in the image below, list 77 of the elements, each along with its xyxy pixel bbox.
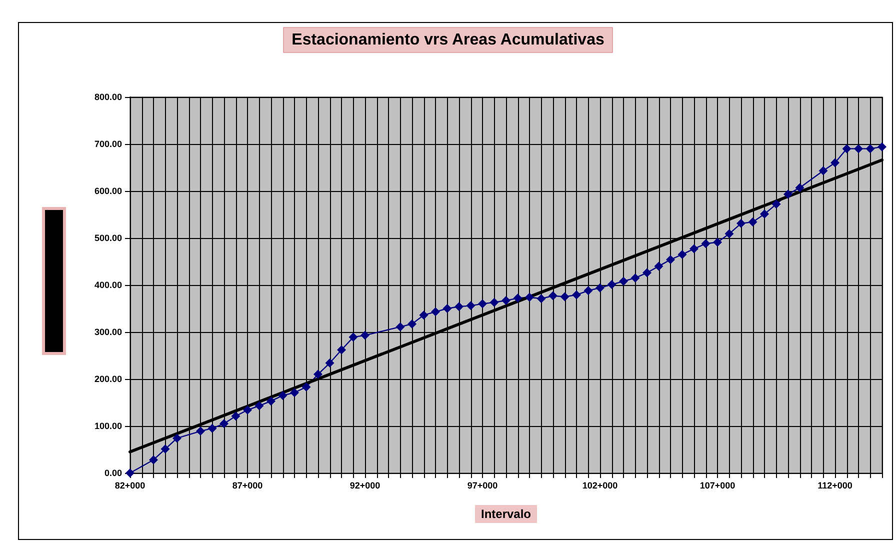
x-tick-label: 87+000 — [232, 480, 263, 490]
point — [160, 444, 170, 454]
point — [584, 286, 593, 296]
point — [314, 370, 322, 379]
x-tick-label: 82+000 — [114, 480, 146, 490]
x-tick-label: 107+000 — [700, 480, 736, 490]
y-tick-label: 300.00 — [94, 327, 122, 337]
x-tick-label: 102+000 — [582, 480, 618, 490]
point — [266, 396, 276, 406]
point — [642, 268, 652, 278]
point — [654, 262, 664, 271]
point — [243, 406, 252, 415]
y-tick-label: 800.00 — [94, 92, 122, 102]
point — [772, 200, 781, 209]
chart-title: Estacionamiento vrs Areas Acumulativas — [292, 32, 604, 48]
point — [748, 218, 758, 227]
point — [302, 382, 311, 392]
point — [478, 299, 487, 308]
point — [560, 292, 570, 302]
y-tick-label: 400.00 — [94, 280, 122, 290]
point — [866, 144, 875, 154]
point — [360, 330, 370, 340]
point — [408, 320, 416, 329]
point — [572, 290, 581, 300]
point — [795, 183, 804, 192]
point — [254, 401, 264, 410]
point — [713, 238, 722, 247]
point — [231, 412, 240, 421]
point — [431, 307, 440, 316]
point — [208, 424, 217, 433]
point — [502, 296, 510, 306]
point — [760, 210, 769, 219]
x-tick-label: 92+000 — [350, 480, 380, 490]
point — [818, 166, 828, 176]
point — [701, 239, 710, 248]
point — [736, 218, 746, 228]
y-tick-label: 500.00 — [94, 233, 122, 243]
point — [784, 190, 792, 199]
point — [442, 304, 452, 313]
point — [607, 280, 616, 290]
point — [830, 158, 840, 168]
x-axis-title: Intervalo — [480, 507, 532, 521]
x-tick-label: 112+000 — [818, 480, 852, 490]
y-tick-label: 200.00 — [94, 374, 122, 384]
point — [548, 291, 558, 300]
point — [854, 144, 863, 154]
y-tick-label: 100.00 — [94, 421, 122, 431]
point — [348, 332, 358, 342]
point — [724, 229, 734, 238]
point — [278, 390, 288, 400]
point — [536, 294, 546, 304]
point — [172, 434, 182, 443]
point — [596, 283, 604, 292]
y-tick-label: 0.00 — [104, 468, 122, 478]
point — [220, 419, 228, 428]
y-tick-label: 700.00 — [94, 139, 122, 149]
point — [196, 426, 205, 436]
point — [490, 298, 499, 307]
point — [690, 244, 698, 254]
y-tick-label: 600.00 — [94, 186, 122, 196]
point — [337, 345, 346, 354]
point — [454, 302, 464, 312]
point — [396, 322, 405, 332]
point — [466, 301, 476, 310]
point — [878, 142, 886, 152]
point — [619, 276, 628, 286]
point — [666, 255, 675, 264]
point — [678, 250, 687, 259]
point — [419, 310, 428, 320]
point — [525, 292, 534, 302]
point — [290, 388, 299, 398]
x-tick-label: 97+000 — [467, 480, 498, 490]
point — [630, 273, 640, 282]
point — [842, 144, 852, 154]
point — [513, 294, 522, 303]
point — [149, 455, 158, 464]
point — [325, 358, 334, 368]
